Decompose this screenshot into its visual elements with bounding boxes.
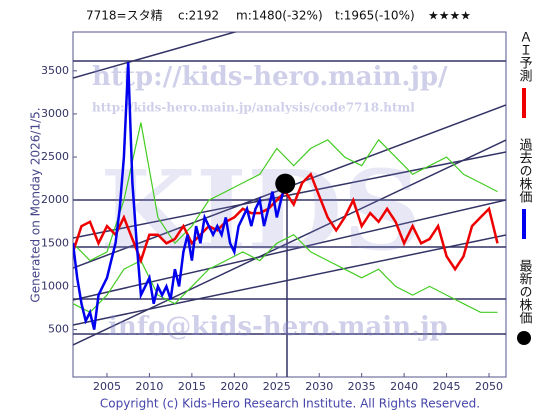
- y-tick-label: 3000: [41, 107, 69, 120]
- x-tick-label: 2050: [475, 380, 503, 393]
- x-tick-label: 2025: [263, 380, 291, 393]
- x-tick-label: 2045: [433, 380, 461, 393]
- legend-label: ＡＩ予測: [517, 30, 533, 82]
- series-line: [73, 62, 287, 330]
- y-tick-label: 2000: [41, 193, 69, 206]
- plot-area: [72, 31, 507, 378]
- legend-swatch: [517, 331, 531, 345]
- header-text: t:1965(-10%): [335, 9, 415, 23]
- watermark: http://kids-hero.main.jp/analysis/code77…: [92, 101, 415, 115]
- y-tick-label: 2500: [41, 150, 69, 163]
- header-text: ★★★★: [428, 9, 471, 23]
- legend-label: 過去の株価: [517, 138, 533, 203]
- watermark: http://kids-hero.main.jp/: [92, 62, 448, 92]
- y-label: Generated on Monday 2026/1/5.: [29, 107, 43, 302]
- y-tick-label: 3500: [41, 64, 69, 77]
- watermark: info@kids-hero.main.jp: [108, 312, 448, 342]
- x-tick-label: 2035: [348, 380, 376, 393]
- y-tick-label: 500: [48, 323, 69, 336]
- x-tick-label: 2020: [220, 380, 248, 393]
- x-tick-label: 2005: [93, 380, 121, 393]
- legend-label: 最新の株価: [517, 259, 533, 324]
- header-text: 7718=スタ精: [86, 9, 163, 23]
- series-line: [73, 233, 498, 314]
- latest-point: [275, 173, 296, 194]
- series-line: [73, 122, 498, 262]
- y-tick-label: 1000: [41, 279, 69, 292]
- x-tick-label: 2015: [178, 380, 206, 393]
- y-tick-label: 1500: [41, 236, 69, 249]
- copyright: Copyright (c) Kids-Hero Research Institu…: [100, 397, 480, 411]
- x-tick-label: 2040: [390, 380, 418, 393]
- header-text: m:1480(-32%): [236, 9, 323, 23]
- x-tick-label: 2030: [305, 380, 333, 393]
- header-text: c:2192: [178, 9, 219, 23]
- x-tick-label: 2010: [135, 380, 163, 393]
